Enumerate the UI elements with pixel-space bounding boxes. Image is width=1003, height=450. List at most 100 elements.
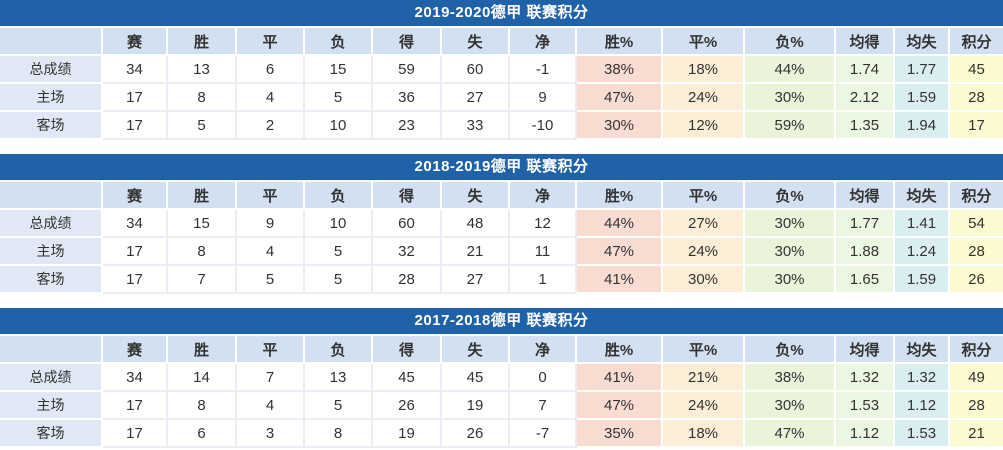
- stat-cell: 0: [510, 364, 577, 392]
- stat-cell: 8: [168, 238, 237, 266]
- table-title: 2019-2020德甲 联赛积分: [0, 0, 1003, 28]
- column-header: 胜%: [577, 182, 663, 210]
- stat-cell: 10: [305, 112, 373, 140]
- stat-cell: 4: [237, 84, 305, 112]
- stat-cell: 60: [442, 56, 510, 84]
- stat-cell: 10: [305, 210, 373, 238]
- stat-cell: 1.53: [895, 420, 950, 448]
- column-header: 失: [442, 182, 510, 210]
- stat-cell: -10: [510, 112, 577, 140]
- stat-cell: 38%: [745, 364, 836, 392]
- stat-cell: 28: [950, 392, 1003, 420]
- stat-cell: 17: [103, 84, 168, 112]
- stat-cell: 9: [510, 84, 577, 112]
- stat-cell: 17: [103, 420, 168, 448]
- column-header: 负: [305, 182, 373, 210]
- stat-cell: 1.41: [895, 210, 950, 238]
- stat-cell: 27: [442, 266, 510, 294]
- stat-cell: 36: [373, 84, 442, 112]
- stat-cell: 8: [168, 84, 237, 112]
- stat-cell: 24%: [663, 84, 745, 112]
- stat-cell: 2: [237, 112, 305, 140]
- table-row: 客场 17 7 5 5 28 27 1 41% 30% 30% 1.65 1.59 26: [0, 266, 1003, 294]
- stat-cell: 45: [950, 56, 1003, 84]
- column-header: 平: [237, 28, 305, 56]
- column-header: 均得: [836, 182, 895, 210]
- stat-cell: 44%: [577, 210, 663, 238]
- column-header: 负: [305, 336, 373, 364]
- stat-cell: 24%: [663, 238, 745, 266]
- stat-cell: 17: [103, 112, 168, 140]
- stat-cell: 48: [442, 210, 510, 238]
- stat-cell: 1.12: [895, 392, 950, 420]
- column-header: 均失: [895, 336, 950, 364]
- stat-cell: 45: [442, 364, 510, 392]
- table-row: 客场 17 5 2 10 23 33 -10 30% 12% 59% 1.35 1.94 17: [0, 112, 1003, 140]
- stat-cell: 7: [168, 266, 237, 294]
- stat-cell: 30%: [745, 84, 836, 112]
- stat-cell: 8: [305, 420, 373, 448]
- stat-cell: 54: [950, 210, 1003, 238]
- corner-header: [0, 182, 103, 210]
- row-label: 总成绩: [0, 210, 103, 238]
- stat-cell: 1.74: [836, 56, 895, 84]
- table-row: 客场 17 6 3 8 19 26 -7 35% 18% 47% 1.12 1.53 21: [0, 420, 1003, 448]
- stat-cell: 8: [168, 392, 237, 420]
- stat-cell: 1.94: [895, 112, 950, 140]
- column-header: 净: [510, 28, 577, 56]
- stat-cell: 1.35: [836, 112, 895, 140]
- stat-cell: 14: [168, 364, 237, 392]
- stat-cell: 1.32: [836, 364, 895, 392]
- table-title: 2018-2019德甲 联赛积分: [0, 154, 1003, 182]
- stat-cell: 17: [103, 238, 168, 266]
- corner-header: [0, 28, 103, 56]
- stat-cell: 47%: [577, 392, 663, 420]
- column-header: 均失: [895, 182, 950, 210]
- stat-cell: 49: [950, 364, 1003, 392]
- column-header: 净: [510, 336, 577, 364]
- stat-cell: 38%: [577, 56, 663, 84]
- stat-cell: 30%: [577, 112, 663, 140]
- stat-cell: 27: [442, 84, 510, 112]
- column-header: 负%: [745, 336, 836, 364]
- stat-cell: 5: [305, 84, 373, 112]
- stat-cell: 32: [373, 238, 442, 266]
- row-label: 主场: [0, 392, 103, 420]
- stat-cell: 4: [237, 238, 305, 266]
- row-label: 客场: [0, 112, 103, 140]
- stat-cell: 11: [510, 238, 577, 266]
- stat-cell: 1.12: [836, 420, 895, 448]
- stat-cell: -1: [510, 56, 577, 84]
- season-table: 2018-2019德甲 联赛积分赛胜平负得失净胜% 平% 负% 均得 均失 积分 总成绩 34…: [0, 154, 1003, 294]
- stat-cell: 41%: [577, 364, 663, 392]
- column-header: 负: [305, 28, 373, 56]
- stat-cell: 6: [168, 420, 237, 448]
- table-row: 总成绩 34 14 7 13 45 45 0 41% 21% 38% 1.32 1.32 49: [0, 364, 1003, 392]
- stat-cell: 12: [510, 210, 577, 238]
- column-header: 失: [442, 336, 510, 364]
- stat-cell: 9: [237, 210, 305, 238]
- stat-cell: -7: [510, 420, 577, 448]
- stat-cell: 47%: [577, 84, 663, 112]
- corner-header: [0, 336, 103, 364]
- column-header: 净: [510, 182, 577, 210]
- column-header: 平%: [663, 182, 745, 210]
- stat-cell: 4: [237, 392, 305, 420]
- stat-cell: 5: [305, 238, 373, 266]
- stat-cell: 34: [103, 364, 168, 392]
- stat-cell: 5: [305, 392, 373, 420]
- table-title: 2017-2018德甲 联赛积分: [0, 308, 1003, 336]
- stat-cell: 1.24: [895, 238, 950, 266]
- table-row: 总成绩 34 13 6 15 59 60 -1 38% 18% 44% 1.74 1.77 45: [0, 56, 1003, 84]
- column-header: 胜: [168, 336, 237, 364]
- table-row: 主场 17 8 4 5 36 27 9 47% 24% 30% 2.12 1.59 28: [0, 84, 1003, 112]
- stat-cell: 19: [442, 392, 510, 420]
- stat-cell: 47%: [577, 238, 663, 266]
- stat-cell: 34: [103, 56, 168, 84]
- column-header: 均失: [895, 28, 950, 56]
- stat-cell: 13: [168, 56, 237, 84]
- stat-cell: 30%: [663, 266, 745, 294]
- column-header: 赛: [103, 336, 168, 364]
- row-label: 总成绩: [0, 364, 103, 392]
- stat-cell: 12%: [663, 112, 745, 140]
